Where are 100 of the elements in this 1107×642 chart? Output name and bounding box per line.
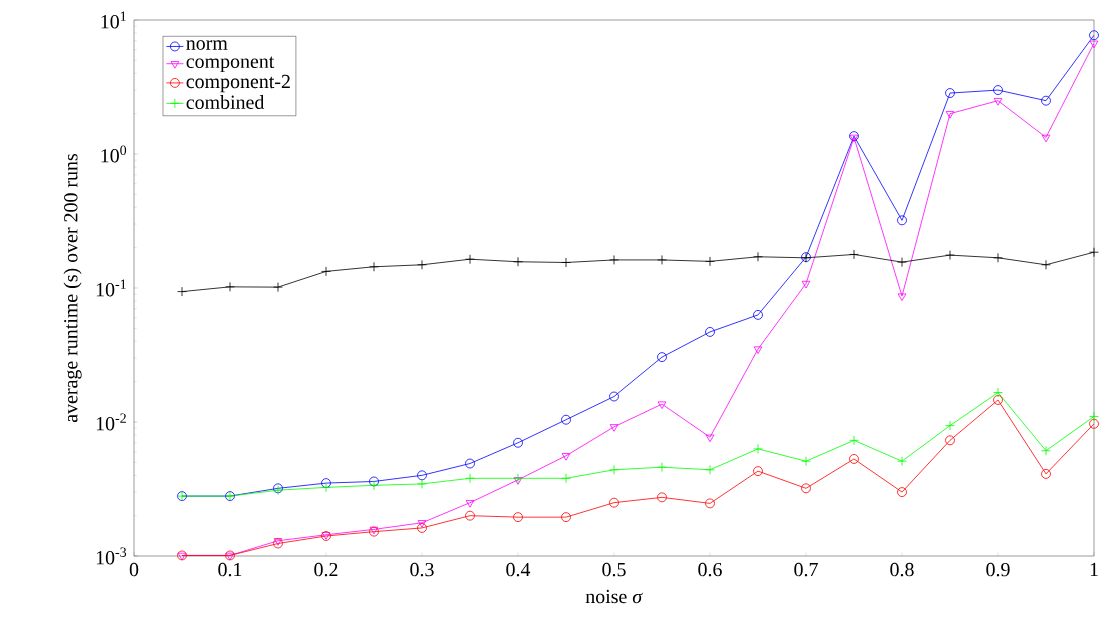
x-tick-label: 0.7 — [794, 562, 818, 577]
point — [1089, 418, 1099, 429]
point — [945, 88, 955, 98]
y-tick-label: 10$^{-2}$ — [96, 413, 126, 431]
point — [849, 249, 859, 260]
point — [801, 456, 811, 467]
y-tick-label: 10$^{-3}$ — [96, 547, 127, 565]
point — [321, 266, 331, 277]
point — [945, 420, 955, 431]
point — [513, 437, 523, 448]
point — [609, 391, 619, 402]
y-tick-label: 10$^{0}$ — [101, 145, 127, 163]
point — [225, 281, 235, 292]
point — [1041, 445, 1051, 456]
point — [609, 424, 619, 432]
point — [753, 310, 763, 320]
x-tick-label: 0.4 — [506, 562, 531, 577]
point — [1041, 469, 1051, 479]
point — [705, 256, 715, 267]
x-tick-label: 0.5 — [602, 562, 626, 577]
point — [897, 487, 907, 497]
point — [465, 458, 475, 469]
legend-label: combined — [186, 94, 265, 109]
point — [609, 255, 619, 265]
x-tick-label: 0.6 — [698, 562, 722, 577]
point — [753, 251, 763, 262]
point — [513, 256, 523, 267]
point — [417, 523, 427, 533]
point — [657, 492, 667, 503]
point — [753, 444, 763, 454]
point — [657, 401, 667, 409]
point — [513, 473, 523, 484]
x-tick-label: 1 — [1090, 562, 1098, 576]
point — [897, 257, 907, 268]
point — [561, 453, 571, 461]
point — [1089, 40, 1099, 49]
point — [945, 250, 955, 260]
point — [561, 414, 571, 425]
point — [417, 479, 427, 489]
point — [705, 498, 715, 509]
point — [849, 454, 859, 464]
point — [513, 477, 523, 485]
point — [561, 473, 571, 484]
point — [993, 387, 1003, 398]
point — [897, 215, 907, 226]
y-tick-label: 10$^{-1}$ — [96, 279, 126, 297]
legend-label: norm — [186, 40, 228, 50]
point — [561, 512, 571, 523]
point — [801, 483, 811, 494]
x-tick-label: 0.3 — [410, 562, 434, 577]
point — [753, 346, 763, 354]
point — [369, 476, 379, 487]
x-tick-label: 0 — [129, 562, 139, 577]
point — [417, 470, 427, 481]
point — [465, 254, 475, 265]
point — [321, 482, 331, 493]
point — [993, 395, 1003, 405]
legend-label: component — [186, 56, 275, 73]
point — [465, 510, 475, 521]
point — [993, 85, 1003, 95]
point — [609, 464, 619, 475]
point — [1089, 411, 1099, 422]
point — [705, 327, 715, 337]
point — [1089, 247, 1099, 258]
point — [1041, 95, 1051, 106]
point — [657, 255, 667, 265]
x-tick-label: 0.8 — [890, 562, 914, 577]
legend-label: component-2 — [186, 74, 290, 93]
point — [753, 466, 763, 477]
point — [897, 293, 907, 301]
point — [705, 434, 715, 443]
point — [897, 456, 907, 467]
point — [1089, 30, 1099, 41]
point — [465, 473, 475, 484]
y-tick-label: 10$^{1}$ — [101, 11, 126, 29]
point — [1041, 134, 1051, 143]
point — [993, 252, 1003, 263]
point — [417, 259, 427, 270]
point — [705, 464, 715, 475]
point — [513, 512, 523, 523]
point — [177, 286, 187, 297]
point — [1041, 259, 1051, 270]
point — [657, 352, 667, 362]
point — [609, 497, 619, 508]
point — [321, 478, 331, 488]
x-tick-label: 0.9 — [986, 562, 1010, 577]
point — [657, 462, 667, 473]
x-tick-label: 0.1 — [218, 562, 242, 577]
point — [273, 282, 283, 293]
x-tick-label: 0.2 — [314, 562, 338, 577]
point — [945, 111, 955, 119]
point — [465, 500, 475, 508]
point — [369, 480, 379, 491]
point — [945, 435, 955, 446]
point — [369, 261, 379, 272]
x-axis-title: noise σ — [585, 589, 643, 604]
point — [849, 435, 859, 446]
point — [417, 520, 427, 528]
point — [561, 257, 571, 268]
point — [801, 280, 811, 289]
